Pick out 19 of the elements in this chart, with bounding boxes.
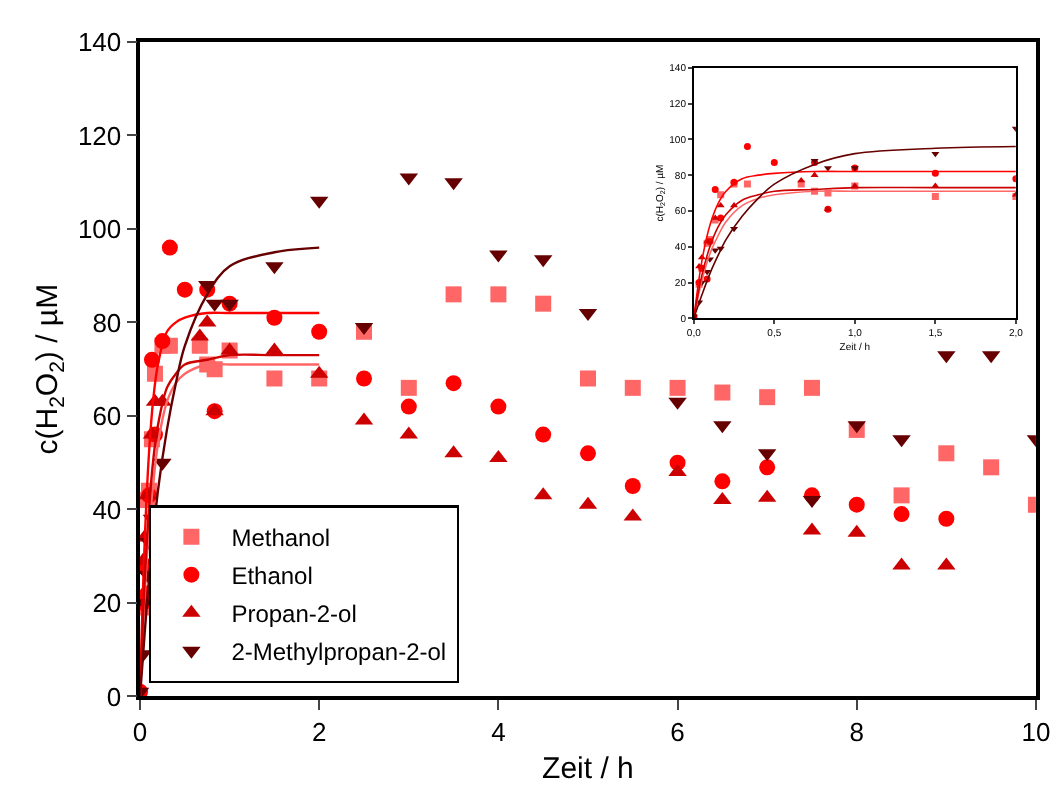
y-tick-label: 80: [92, 307, 122, 338]
y-tick-label: 0: [106, 681, 122, 712]
x-tick-label: 10: [1021, 717, 1051, 748]
y-tick-label: 20: [92, 587, 122, 618]
y-tick-label: 140: [77, 27, 122, 58]
y-tick-label: 120: [77, 120, 122, 151]
legend-label: 2-Methylpropan-2-ol: [231, 638, 447, 667]
legend-label: Propan-2-ol: [231, 600, 357, 629]
x-axis-title: Zeit / h: [542, 752, 634, 787]
legend-label: Ethanol: [231, 562, 313, 591]
y-tick-label: 40: [92, 494, 122, 525]
x-tick-label: 8: [849, 717, 864, 748]
legend-label: Methanol: [231, 524, 331, 553]
y-tick-label: 100: [77, 214, 122, 245]
x-tick-label: 6: [670, 717, 685, 748]
y-tick-label: 60: [92, 400, 122, 431]
x-tick-label: 0: [132, 717, 148, 748]
x-tick-label: 2: [311, 717, 327, 748]
x-tick-label: 4: [491, 717, 506, 748]
